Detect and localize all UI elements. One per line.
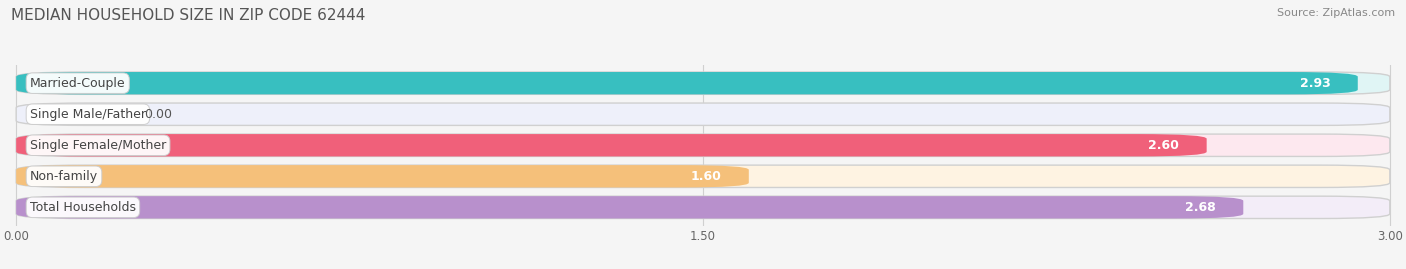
Text: 2.68: 2.68 <box>1185 201 1216 214</box>
Text: 0.00: 0.00 <box>145 108 173 121</box>
FancyBboxPatch shape <box>17 134 1206 157</box>
FancyBboxPatch shape <box>17 103 1389 125</box>
Text: Single Male/Father: Single Male/Father <box>30 108 146 121</box>
Text: Non-family: Non-family <box>30 170 98 183</box>
Text: Married-Couple: Married-Couple <box>30 77 125 90</box>
Text: Total Households: Total Households <box>30 201 136 214</box>
FancyBboxPatch shape <box>17 72 1389 94</box>
FancyBboxPatch shape <box>17 196 1243 218</box>
FancyBboxPatch shape <box>17 165 1389 187</box>
Text: MEDIAN HOUSEHOLD SIZE IN ZIP CODE 62444: MEDIAN HOUSEHOLD SIZE IN ZIP CODE 62444 <box>11 8 366 23</box>
FancyBboxPatch shape <box>17 134 1389 157</box>
Text: 2.60: 2.60 <box>1149 139 1180 152</box>
Text: 1.60: 1.60 <box>690 170 721 183</box>
FancyBboxPatch shape <box>17 196 1389 218</box>
Text: Source: ZipAtlas.com: Source: ZipAtlas.com <box>1277 8 1395 18</box>
Text: Single Female/Mother: Single Female/Mother <box>30 139 166 152</box>
FancyBboxPatch shape <box>17 165 749 187</box>
Text: 2.93: 2.93 <box>1299 77 1330 90</box>
FancyBboxPatch shape <box>17 72 1358 94</box>
